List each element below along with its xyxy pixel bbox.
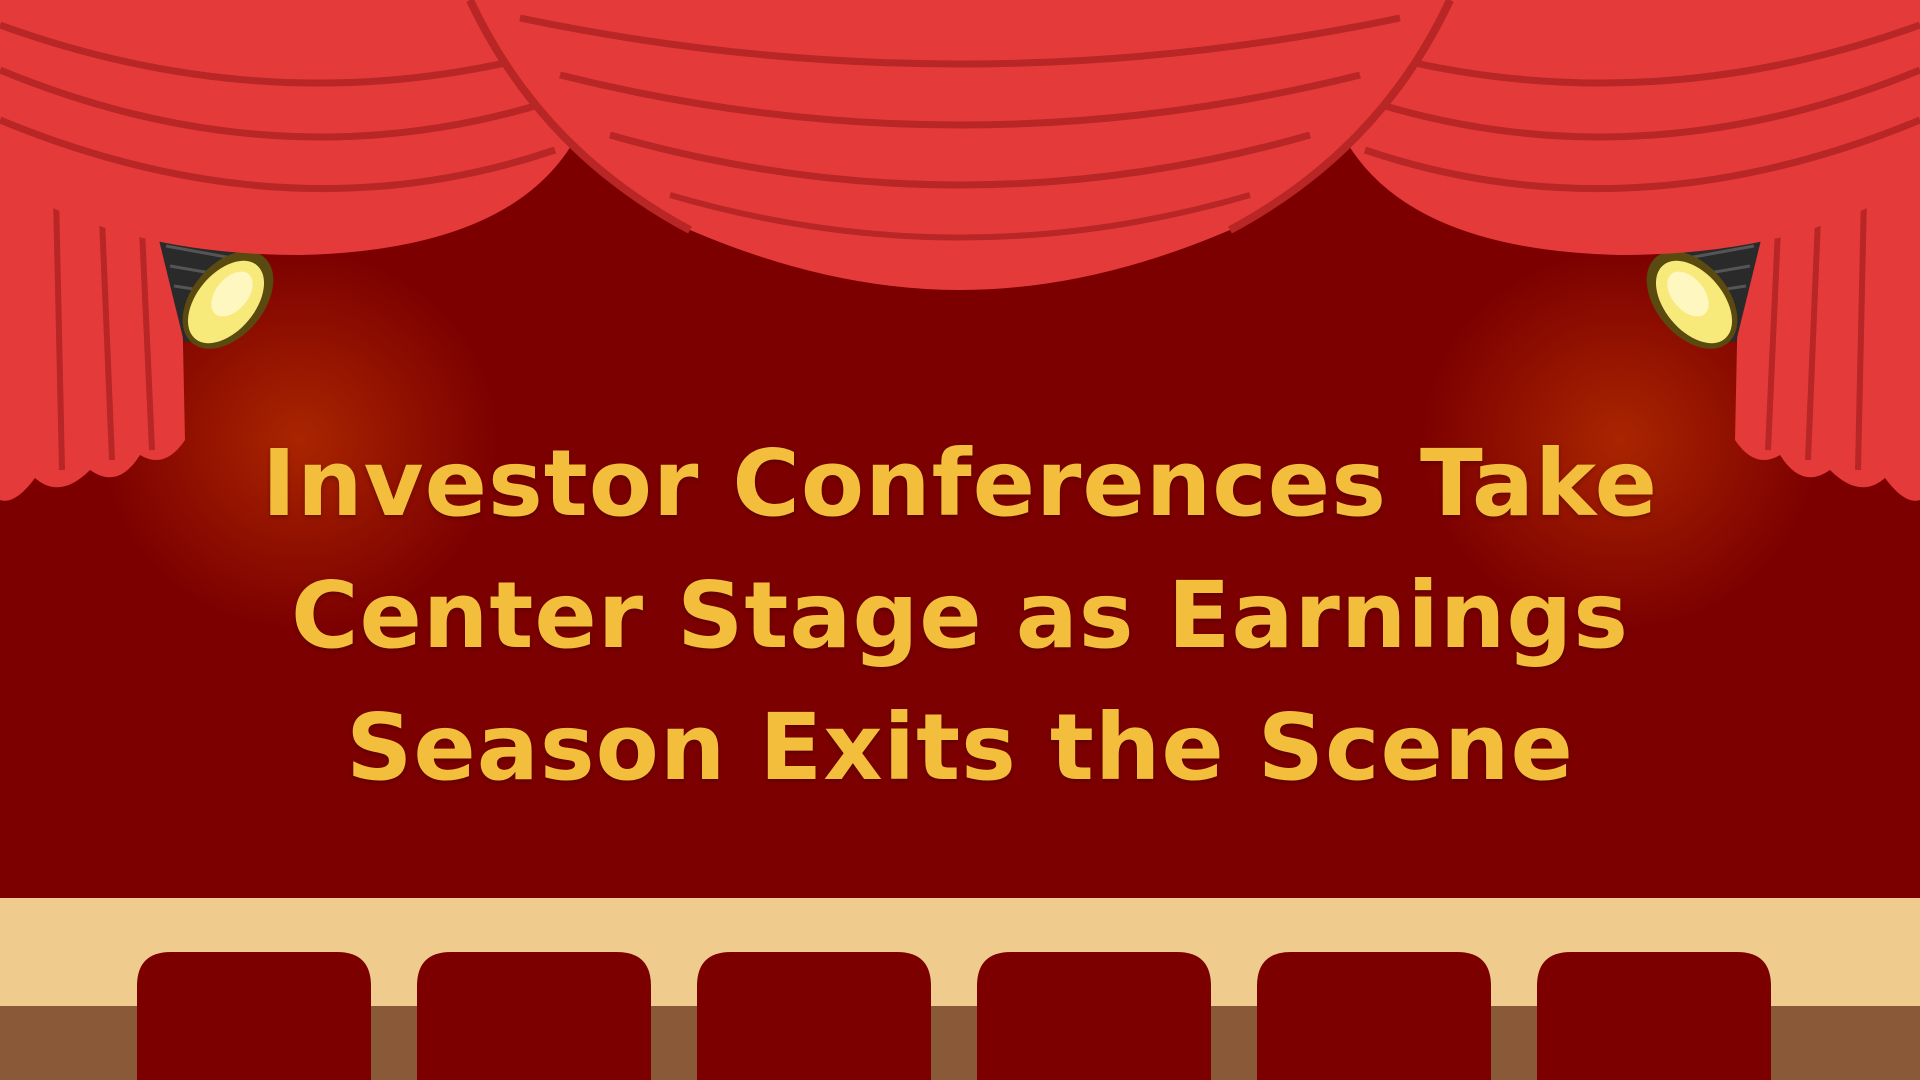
headline-line-2: Center Stage as Earnings (290, 562, 1630, 669)
headline-line-1: Investor Conferences Take (261, 430, 1659, 537)
center-valance-swag (466, 0, 1454, 290)
left-spotlight-icon (158, 236, 274, 349)
right-spotlight-icon (1646, 236, 1762, 349)
seat (697, 952, 931, 1080)
audience-seats (137, 952, 1771, 1080)
seat (417, 952, 651, 1080)
right-valance-swag (1340, 0, 1920, 255)
seat (1257, 952, 1491, 1080)
headline: Investor Conferences Take Center Stage a… (200, 418, 1720, 814)
seat (1537, 952, 1771, 1080)
left-valance-swag (0, 0, 580, 255)
seat (977, 952, 1211, 1080)
headline-line-3: Season Exits the Scene (346, 694, 1574, 801)
seat (137, 952, 371, 1080)
